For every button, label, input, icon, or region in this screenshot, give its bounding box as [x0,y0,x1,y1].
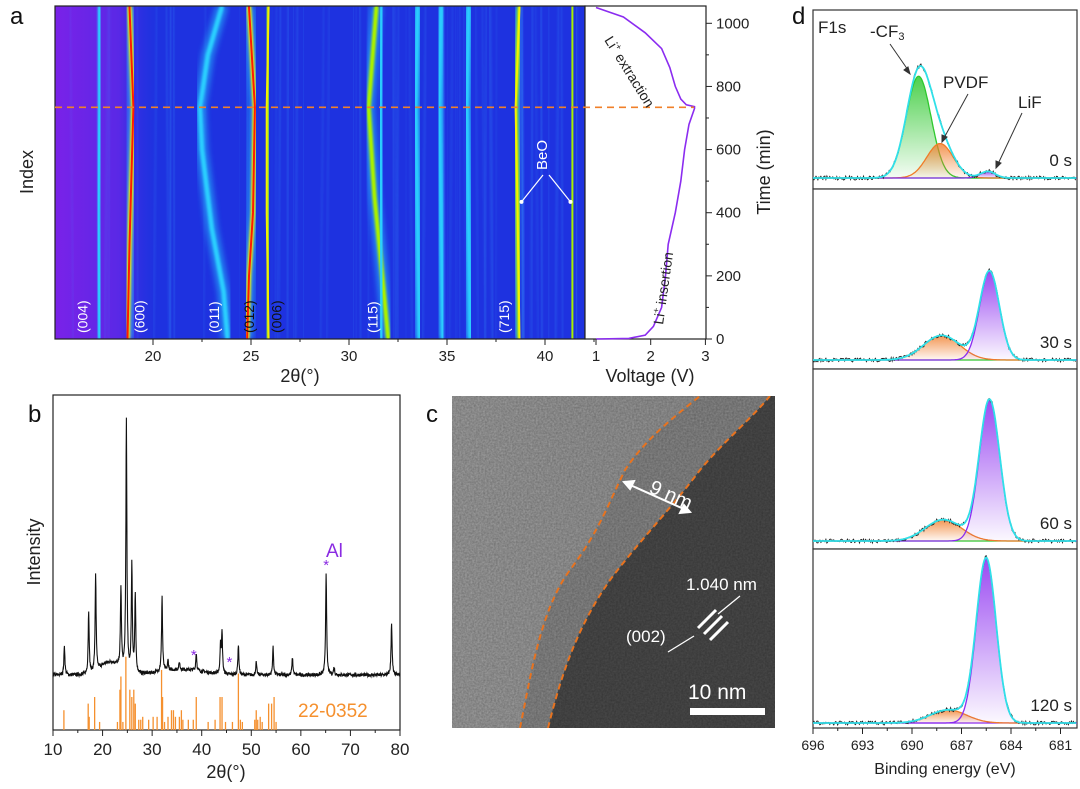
peak-label: (715) [496,300,512,333]
x-tick-label: 10 [44,740,63,759]
x-tick-label: 70 [341,740,360,759]
al-label: Al [326,541,343,562]
x-axis-label-voltage: Voltage (V) [605,366,694,386]
beo-arrow-head [519,200,523,204]
x-axis-label-2theta-b: 2θ(°) [206,762,245,782]
panel-label-b: b [28,401,41,428]
x-tick-label: 30 [143,740,162,759]
background-streak [548,6,549,339]
panel-label-a: a [10,3,24,30]
xps-subplot: 30 s [813,189,1077,369]
panel-label-d: d [792,3,805,30]
f1s-label: F1s [818,18,846,37]
xps-subplot: 60 s [813,369,1077,549]
x-tick-label: 684 [999,737,1023,753]
x-tick-label: 30 [341,348,358,365]
x-tick-label: 696 [801,737,825,753]
peak-label: (600) [131,300,147,333]
x-axis-d: 696 693 690 687 684 681 [801,728,1080,753]
scale-bar-label: 10 nm [688,681,746,704]
etching-time-label: 120 s [1030,696,1072,715]
panel-c: c 9 nm 1.040 nm (002) 10 nm [426,396,775,728]
background-streak [303,6,304,339]
plot-frame-b [53,395,400,730]
tem-image: 9 nm 1.040 nm (002) 10 nm [452,396,775,728]
peak-label: (004) [74,300,90,333]
plane-label: (002) [626,627,666,646]
y-tick-label: 600 [716,142,741,159]
x-tick-label: 693 [851,737,875,753]
y-axis-label-intensity: Intensity [24,518,44,585]
beo-label: BeO [534,140,551,170]
al-marker-star: * [191,647,197,664]
x-tick-label: 687 [950,737,974,753]
x-axis-a: 20 25 30 35 40 [145,339,594,365]
heatmap [55,6,585,339]
etching-time-label: 60 s [1040,514,1072,533]
x-axis-b: 10 20 30 40 50 60 70 80 [44,730,410,759]
y-axis-label-index: Index [17,150,37,194]
background-streak [406,6,407,339]
x-tick-label: 690 [900,737,924,753]
xps-spectra: 0 s 30 s 60 s 120 s [813,10,1077,728]
x-tick-label: 40 [192,740,211,759]
y-axis-label-time: Time (min) [754,129,774,214]
x-tick-label: 80 [391,740,410,759]
etching-time-label: 30 s [1040,333,1072,352]
x-tick-label: 35 [439,348,456,365]
x-tick-label: 3 [701,348,709,365]
peak-label: (006) [268,300,284,333]
y-tick-label: 0 [716,331,724,348]
etching-time-label: 0 s [1049,151,1072,170]
scale-bar [690,708,765,715]
x-tick-label: 20 [93,740,112,759]
voltage-plot-frame [585,6,706,339]
peak-track [98,6,100,339]
x-axis-label-binding-energy: Binding energy (eV) [874,761,1015,778]
x-tick-label: 681 [1049,737,1073,753]
al-marker-star: * [227,654,233,671]
beo-arrow-head [568,200,572,204]
x-tick-label: 25 [243,348,260,365]
x-tick-label: 20 [145,348,162,365]
reference-card-label: 22-0352 [298,701,368,722]
x-tick-label: 50 [242,740,261,759]
xrd-pattern [53,418,400,677]
lif-label: LiF [1018,93,1042,112]
background-streak [287,6,289,339]
y-tick-label: 800 [716,78,741,95]
panel-a: a (004) (600) (011) (012) (006) (115) (715) Be… [10,0,774,386]
x-tick-label: 1 [592,348,600,365]
xps-subplot: 120 s [813,549,1077,728]
background-streak [541,6,543,339]
background-streak [459,6,460,339]
d-spacing-label: 1.040 nm [686,575,757,594]
x-tick-label: 60 [291,740,310,759]
background-streak [170,6,172,339]
x-tick-label: 40 [537,348,554,365]
x-tick-label: 2 [647,348,655,365]
peak-label: (012) [241,300,257,333]
peak-label: (115) [365,301,381,333]
y-tick-label: 400 [716,205,741,222]
x-axis-label-2theta-a: 2θ(°) [280,366,319,386]
panel-label-c: c [426,401,438,428]
y-tick-label: 200 [716,268,741,285]
pvdf-label: PVDF [943,73,988,92]
peak-track [380,6,382,339]
al-markers: *** [191,557,329,671]
peak-label: (011) [206,301,222,333]
y-tick-label: 1000 [716,15,749,32]
